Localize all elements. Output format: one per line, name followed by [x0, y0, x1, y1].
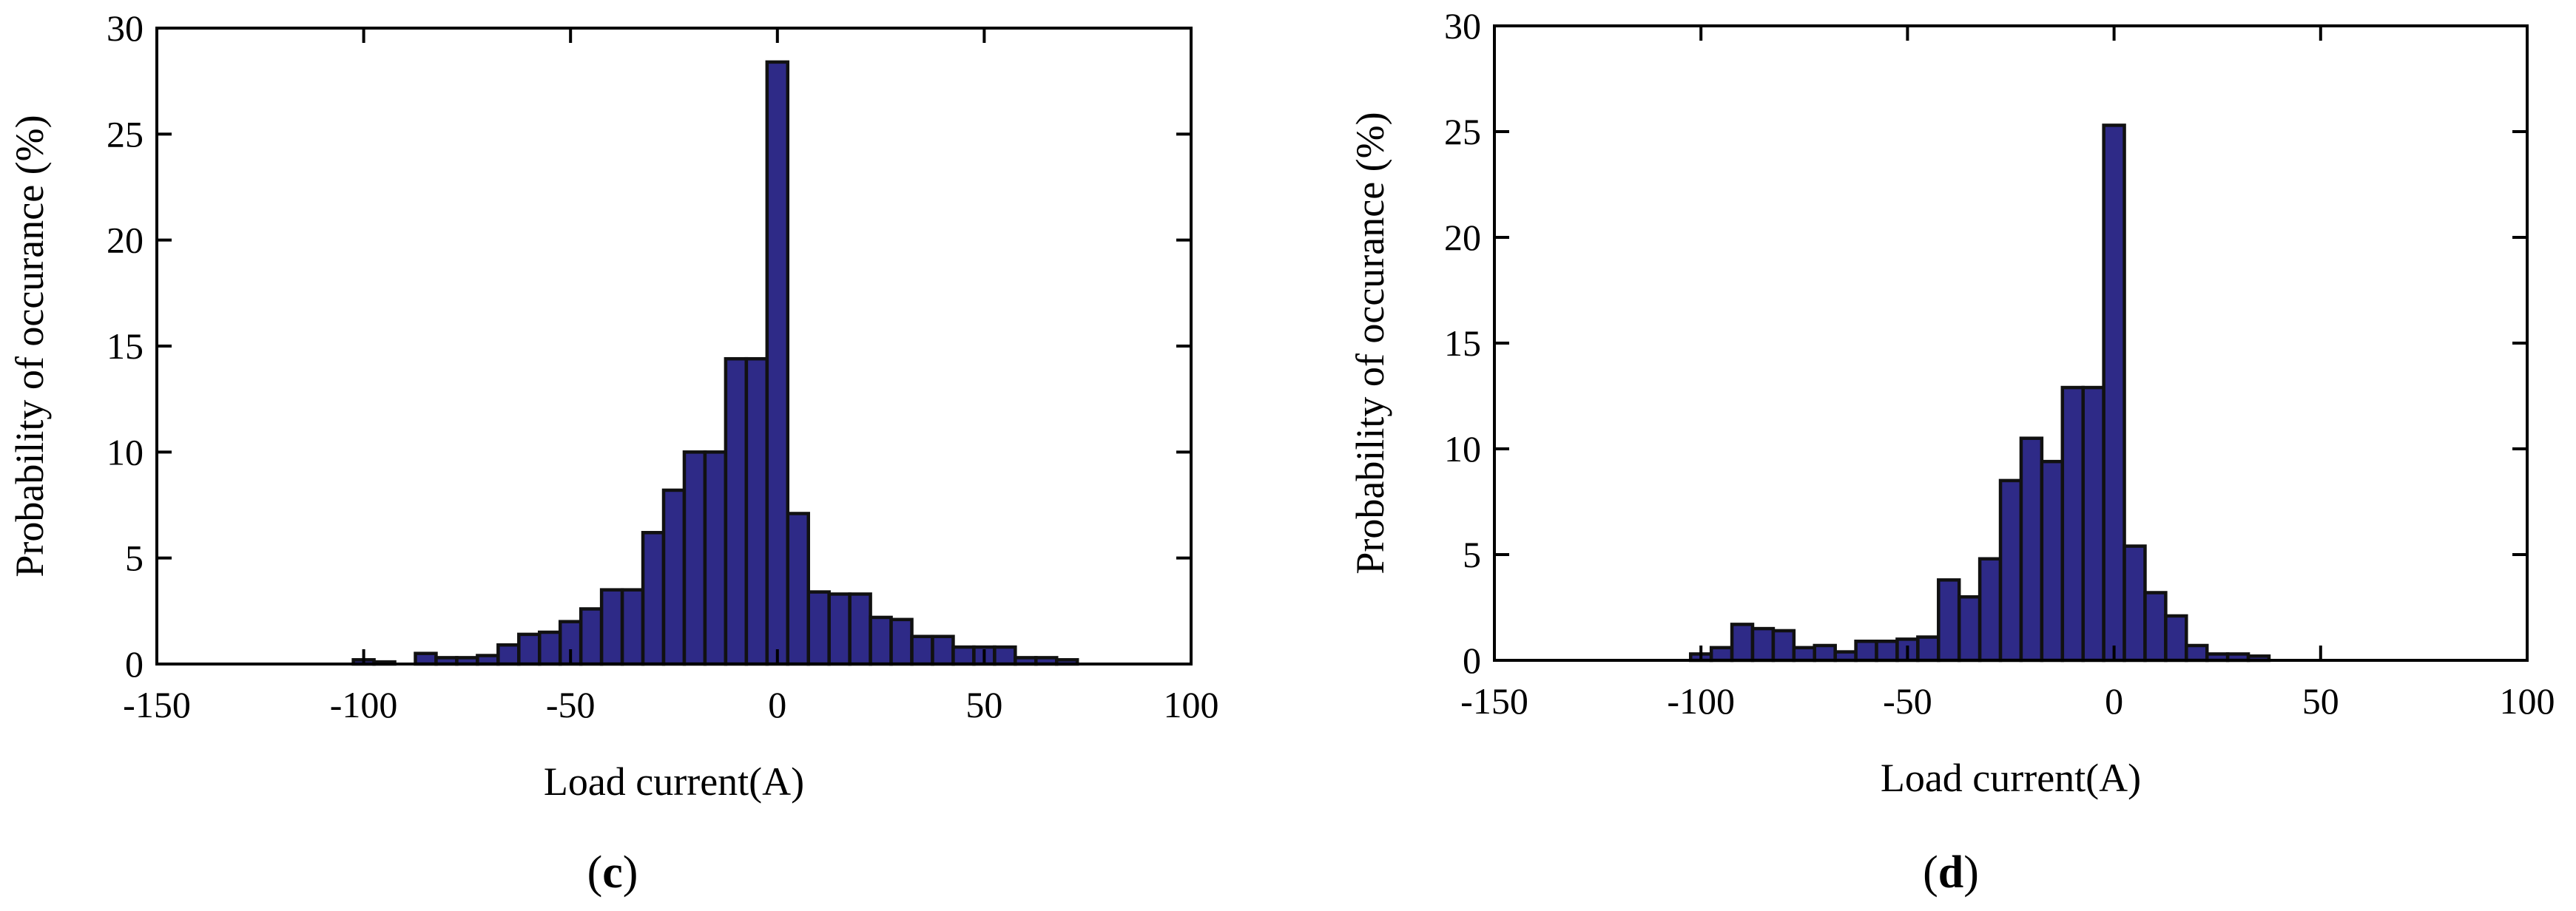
y-tick-label: 0	[1463, 640, 1481, 681]
y-tick-label: 25	[1444, 111, 1481, 152]
histogram-bar	[2102, 123, 2126, 663]
panel-label-open-paren: (	[587, 847, 603, 898]
histogram-bar	[910, 634, 934, 666]
panel-label-close-paren: )	[623, 847, 638, 898]
x-tick-label: 0	[768, 684, 786, 725]
histogram-bar	[599, 588, 624, 666]
histogram-bar	[806, 590, 831, 666]
panel-label-letter: c	[602, 847, 623, 898]
y-tick-label: 30	[107, 7, 144, 49]
histogram-bar	[1998, 478, 2023, 663]
histogram-bar	[661, 488, 687, 666]
x-tick-label: -100	[330, 684, 398, 725]
histogram-bar	[1709, 646, 1734, 663]
histogram-bar	[641, 531, 666, 666]
histogram-bar	[724, 356, 749, 666]
panel-label-letter: d	[1938, 847, 1963, 898]
histogram-bar	[2164, 614, 2188, 663]
histogram-bar	[2185, 643, 2209, 663]
histogram-bar	[620, 588, 645, 666]
histogram-bar	[2060, 385, 2085, 663]
histogram-bar	[538, 630, 562, 666]
histogram-bar	[1813, 643, 1837, 663]
histogram-bar	[1750, 626, 1776, 663]
x-tick-label: 50	[2302, 680, 2339, 722]
x-tick-label: -100	[1667, 680, 1735, 722]
y-tick-label: 10	[1444, 428, 1481, 470]
x-tick-label: 100	[2500, 680, 2555, 722]
panel-label-close-paren: )	[1963, 847, 1979, 898]
histogram-bar	[1771, 629, 1796, 663]
histogram-bar	[889, 617, 914, 666]
histogram-bar	[496, 643, 521, 666]
histogram-bar	[2040, 459, 2065, 663]
histogram-bar	[848, 592, 872, 666]
y-tick-label: 20	[107, 220, 144, 261]
histogram-bar	[703, 450, 728, 666]
x-tick-label: -150	[1460, 680, 1528, 722]
x-tick-label: 100	[1164, 684, 1219, 725]
histogram-bar	[765, 60, 790, 666]
histogram-bar	[1977, 557, 2003, 663]
histogram-bar	[744, 356, 769, 666]
y-tick-label: 5	[125, 538, 144, 579]
histogram-bar	[1875, 640, 1899, 663]
panel-label: (d)	[1923, 847, 1979, 898]
histogram-bar	[2122, 544, 2147, 663]
histogram-bar	[1854, 640, 1878, 663]
y-tick-label: 5	[1463, 534, 1481, 575]
histogram-bar	[414, 651, 438, 666]
x-axis-label: Load current(A)	[1881, 756, 2141, 800]
histogram-bar	[579, 607, 604, 666]
y-tick-label: 0	[125, 643, 144, 685]
histogram-bar	[682, 450, 707, 666]
y-tick-label: 10	[107, 431, 144, 473]
histogram-bar	[1957, 595, 1982, 663]
histogram-bar	[1916, 635, 1941, 663]
histogram-bar	[1792, 646, 1817, 663]
histogram-bar	[931, 634, 955, 666]
x-tick-label: -150	[123, 684, 191, 725]
y-axis-label: Probability of occurance (%)	[7, 115, 52, 577]
y-tick-label: 20	[1444, 217, 1481, 258]
histogram-bar	[2081, 385, 2105, 663]
x-tick-label: 50	[965, 684, 1002, 725]
histogram-bar	[2143, 591, 2168, 663]
panel-label-open-paren: (	[1923, 847, 1938, 898]
y-tick-label: 30	[1444, 5, 1481, 47]
x-tick-label: -50	[1883, 680, 1932, 722]
x-axis-label: Load current(A)	[544, 759, 804, 804]
histogram-bar	[517, 632, 542, 666]
histogram-bar	[786, 512, 810, 666]
histogram-bar	[827, 592, 852, 666]
histogram-bar	[1730, 623, 1755, 663]
x-tick-label: 0	[2105, 680, 2123, 722]
histogram-bar	[951, 645, 976, 666]
chart-panel-c: -150 -100 -50 0 50 100 0 5 10 15 20 25 30 Load curren…	[7, 7, 1219, 898]
chart-panel-d: -150 -100 -50 0 50 100 0 5 10 15 20 25 30 Load curren…	[1348, 5, 2555, 898]
panel-label: (c)	[587, 847, 638, 898]
y-tick-label: 25	[107, 113, 144, 155]
y-tick-label: 15	[107, 325, 144, 367]
y-axis-label: Probability of occurance (%)	[1348, 112, 1392, 574]
histogram-bar	[869, 615, 893, 666]
histogram-bar	[2019, 436, 2044, 663]
x-tick-label: -50	[546, 684, 596, 725]
y-tick-label: 15	[1444, 322, 1481, 364]
histogram-bar	[993, 645, 1017, 666]
histogram-bar	[1937, 578, 1961, 663]
